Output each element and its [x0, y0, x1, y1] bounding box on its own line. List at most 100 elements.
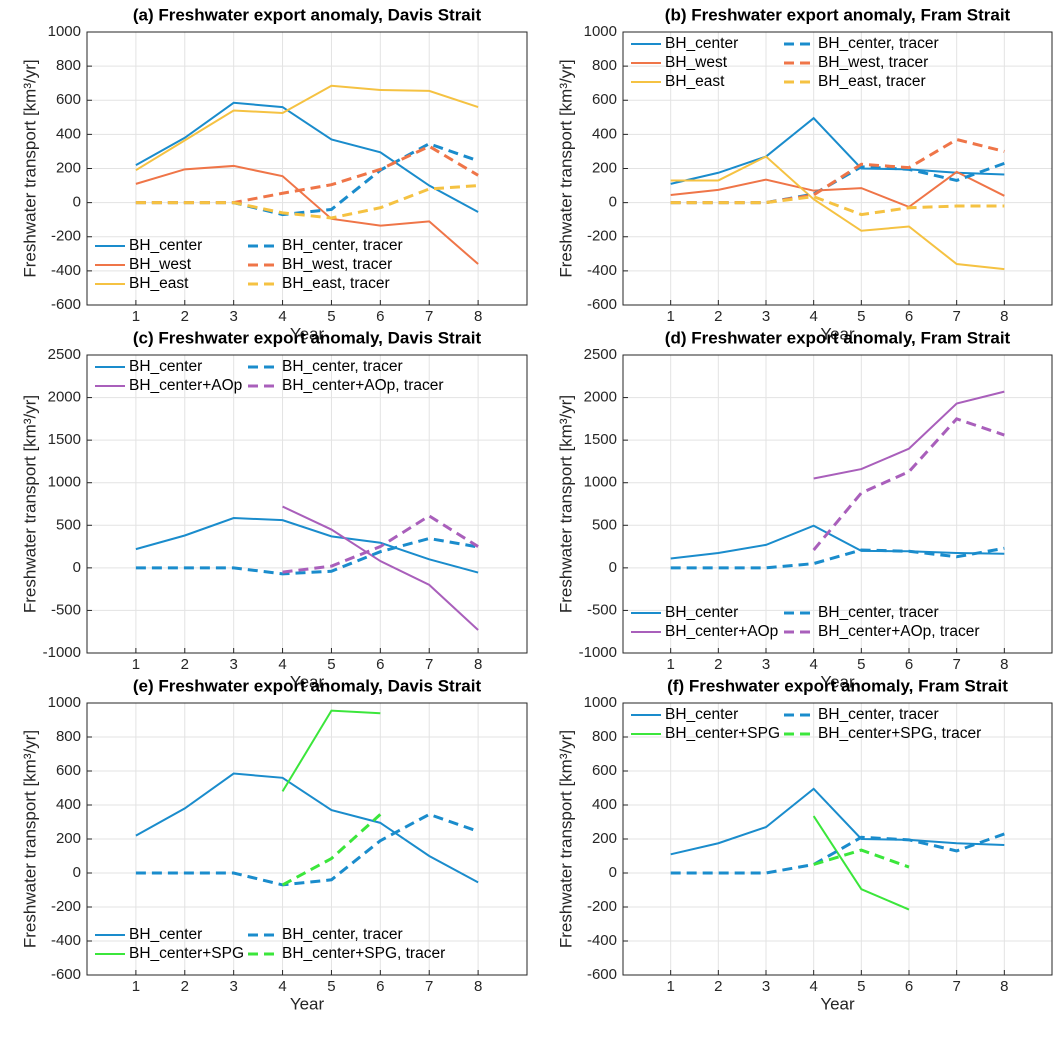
legend-label: BH_center — [665, 706, 738, 723]
y-tick-label: 0 — [73, 559, 81, 576]
legend-label: BH_center, tracer — [282, 358, 403, 375]
y-tick-label: 600 — [592, 91, 617, 108]
x-tick-label: 5 — [327, 308, 335, 325]
y-tick-label: 200 — [56, 159, 81, 176]
legend-label: BH_west, tracer — [818, 54, 928, 71]
x-tick-label: 4 — [809, 308, 817, 325]
panel: -1000 -500 0 500 1000 1500 2000 2500 1 2 3 4 5 6 7 8 (c)… — [20, 328, 528, 691]
y-tick-label: -400 — [587, 262, 617, 279]
chart-title: (b) Freshwater export anomaly, Fram Stra… — [665, 5, 1011, 24]
y-tick-label: 1000 — [584, 694, 617, 711]
chart-title: (f) Freshwater export anomaly, Fram Stra… — [667, 676, 1008, 695]
x-tick-label: 3 — [229, 656, 237, 673]
y-tick-label: -500 — [51, 601, 81, 618]
legend-label: BH_center+SPG — [665, 725, 780, 742]
panel: -1000 -500 0 500 1000 1500 2000 2500 1 2 3 4 5 6 7 8 (d)… — [556, 328, 1053, 691]
y-tick-label: 600 — [56, 762, 81, 779]
y-tick-label: 1000 — [584, 23, 617, 40]
series-line — [135, 812, 479, 887]
legend-label: BH_center — [129, 926, 202, 943]
y-tick-label: 0 — [609, 864, 617, 881]
y-tick-label: -200 — [51, 228, 81, 245]
x-tick-label: 2 — [714, 308, 722, 325]
series-line — [135, 144, 479, 205]
y-tick-label: -600 — [587, 296, 617, 313]
legend-label: BH_center, tracer — [818, 706, 939, 723]
legend-label: BH_center+AOp — [129, 377, 242, 394]
x-axis-label: Year — [290, 672, 325, 691]
x-tick-label: 1 — [666, 656, 674, 673]
y-tick-label: 2000 — [48, 389, 81, 406]
y-axis-label: Freshwater transport [km³/yr] — [556, 395, 575, 613]
y-tick-label: 400 — [56, 125, 81, 142]
x-tick-label: 1 — [132, 978, 140, 995]
y-tick-label: 1000 — [584, 474, 617, 491]
y-tick-label: 800 — [592, 57, 617, 74]
x-tick-label: 8 — [1000, 978, 1008, 995]
x-tick-label: 8 — [474, 656, 482, 673]
x-tick-label: 6 — [376, 656, 384, 673]
x-tick-label: 8 — [474, 978, 482, 995]
series-line — [670, 161, 1005, 205]
chart-title: (d) Freshwater export anomaly, Fram Stra… — [665, 328, 1011, 347]
axes-box — [622, 31, 1053, 306]
y-tick-label: -1000 — [579, 644, 617, 661]
legend-label: BH_east — [129, 275, 189, 292]
x-tick-label: 1 — [666, 978, 674, 995]
legend-label: BH_center — [129, 237, 202, 254]
series-line — [670, 155, 1005, 271]
panel: -600 -400 -200 0 200 400 600 800 1000 1 2 3 4 5 6 7 8 (e)… — [20, 676, 528, 1013]
x-tick-label: 1 — [132, 656, 140, 673]
legend-label: BH_center+SPG, tracer — [818, 725, 981, 742]
series-line — [135, 536, 479, 576]
legend-label: BH_west — [129, 256, 192, 273]
y-tick-label: 2500 — [584, 346, 617, 363]
axes-box — [86, 354, 528, 654]
y-axis-label: Freshwater transport [km³/yr] — [20, 730, 39, 948]
x-tick-label: 6 — [905, 308, 913, 325]
y-tick-label: -600 — [51, 966, 81, 983]
series-line — [670, 524, 1005, 560]
legend-label: BH_center — [665, 35, 738, 52]
series-line — [281, 709, 381, 792]
series-line — [282, 514, 479, 574]
y-axis-label: Freshwater transport [km³/yr] — [20, 59, 39, 277]
legend-label: BH_center+AOp — [665, 623, 778, 640]
legend-label: BH_east, tracer — [282, 275, 390, 292]
series-line — [281, 813, 382, 887]
y-tick-label: -600 — [51, 296, 81, 313]
x-tick-label: 7 — [952, 308, 960, 325]
series-line — [135, 517, 479, 574]
x-tick-label: 5 — [857, 978, 865, 995]
y-tick-label: 500 — [56, 516, 81, 533]
panel: -600 -400 -200 0 200 400 600 800 1000 1 2 3 4 5 6 7 8 (b)… — [556, 5, 1053, 343]
x-tick-label: 2 — [714, 978, 722, 995]
axes-box — [86, 31, 528, 306]
x-tick-label: 6 — [376, 978, 384, 995]
y-tick-label: 400 — [56, 796, 81, 813]
series-line — [135, 184, 479, 220]
x-tick-label: 4 — [809, 978, 817, 995]
y-tick-label: 2500 — [48, 346, 81, 363]
y-tick-label: 1000 — [48, 474, 81, 491]
y-tick-label: 400 — [592, 796, 617, 813]
x-axis-label: Year — [290, 324, 325, 343]
x-tick-label: 7 — [425, 978, 433, 995]
y-tick-label: 800 — [56, 728, 81, 745]
x-axis-label: Year — [290, 994, 325, 1013]
y-tick-label: 0 — [609, 194, 617, 211]
series-line — [670, 546, 1005, 570]
series-line — [670, 787, 1005, 856]
y-tick-label: -400 — [51, 932, 81, 949]
series-line — [135, 84, 479, 172]
x-axis-label: Year — [820, 672, 855, 691]
panel: -600 -400 -200 0 200 400 600 800 1000 1 2 3 4 5 6 7 8 (a)… — [20, 5, 528, 343]
y-tick-label: 500 — [592, 516, 617, 533]
y-tick-label: -400 — [587, 932, 617, 949]
panel: -600 -400 -200 0 200 400 600 800 1000 1 2 3 4 5 6 7 8 (f)… — [556, 676, 1053, 1013]
y-tick-label: 0 — [609, 559, 617, 576]
x-tick-label: 4 — [278, 978, 286, 995]
y-tick-label: 200 — [56, 830, 81, 847]
legend-label: BH_center, tracer — [282, 237, 403, 254]
